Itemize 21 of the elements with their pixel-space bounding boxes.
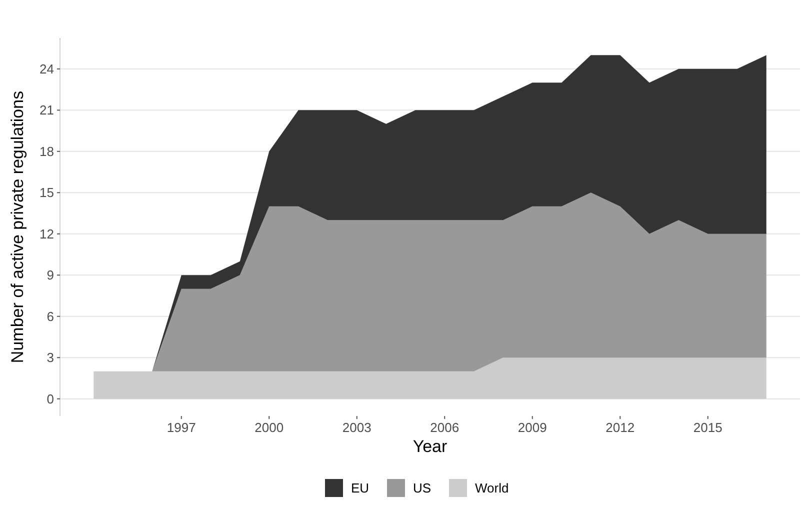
legend-label: EU [351, 480, 370, 496]
x-tick-label: 2015 [693, 420, 722, 435]
x-tick-label: 1997 [166, 420, 196, 435]
x-tick-label: 2012 [606, 420, 635, 435]
legend-label: World [475, 480, 509, 496]
x-tick-label: 2003 [342, 420, 372, 435]
y-tick-label: 9 [46, 268, 54, 283]
x-tick-label: 2000 [254, 420, 284, 435]
legend-label: US [413, 480, 432, 496]
y-tick-label: 15 [40, 185, 54, 200]
x-tick-label: 2009 [518, 420, 547, 435]
x-tick-label: 2006 [430, 420, 460, 435]
y-tick-label: 24 [40, 61, 54, 76]
y-tick-label: 0 [46, 391, 54, 406]
y-tick-label: 21 [40, 102, 54, 118]
x-axis-title: Year [412, 437, 448, 456]
y-axis-title: Number of active private regulations [8, 90, 27, 364]
y-tick-label: 6 [46, 308, 54, 324]
y-tick-label: 3 [46, 350, 54, 366]
y-tick-label: 12 [40, 226, 54, 242]
y-tick-label: 18 [40, 144, 54, 159]
